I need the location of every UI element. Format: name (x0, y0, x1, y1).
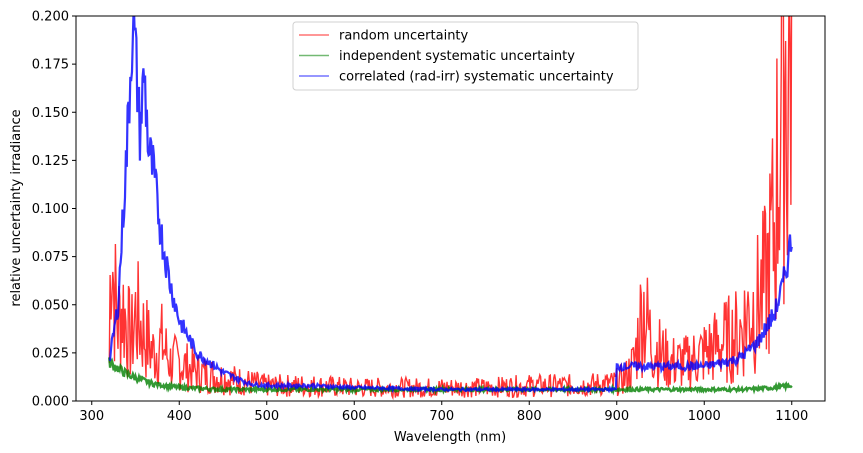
x-tick-label: 300 (79, 409, 104, 424)
y-tick-label: 0.025 (32, 346, 69, 361)
y-tick-label: 0.050 (32, 298, 69, 313)
x-tick-label: 1000 (688, 409, 721, 424)
y-tick-label: 0.150 (32, 106, 69, 121)
series-layer (108, 16, 793, 401)
y-axis-label: relative uncertainty irradiance (9, 109, 24, 306)
series-line-3 (108, 16, 793, 394)
x-tick-label: 800 (517, 409, 542, 424)
y-tick-label: 0.200 (32, 10, 69, 25)
legend-label-1: random uncertainty (339, 29, 469, 44)
y-tick-label: 0.000 (32, 395, 69, 410)
legend-label-3: correlated (rad-irr) systematic uncertai… (339, 70, 614, 85)
x-tick-label: 600 (342, 409, 367, 424)
legend: random uncertainty independent systematic… (292, 21, 639, 91)
x-axis: 300 400 500 600 700 800 900 1000 1100 (79, 401, 808, 424)
x-tick-label: 1100 (775, 409, 808, 424)
x-tick-label: 900 (604, 409, 629, 424)
x-tick-label: 400 (167, 409, 192, 424)
legend-label-2: independent systematic uncertainty (339, 49, 575, 64)
x-tick-label: 700 (429, 409, 454, 424)
x-axis-label: Wavelength (nm) (394, 430, 506, 445)
y-tick-label: 0.100 (32, 202, 69, 217)
y-tick-label: 0.175 (32, 58, 69, 73)
y-tick-label: 0.075 (32, 250, 69, 265)
x-tick-label: 500 (254, 409, 279, 424)
legend-box (292, 21, 639, 91)
y-axis: 0.000 0.025 0.050 0.075 0.100 0.125 0.150 0.175… (32, 10, 76, 410)
y-tick-label: 0.125 (32, 154, 69, 169)
